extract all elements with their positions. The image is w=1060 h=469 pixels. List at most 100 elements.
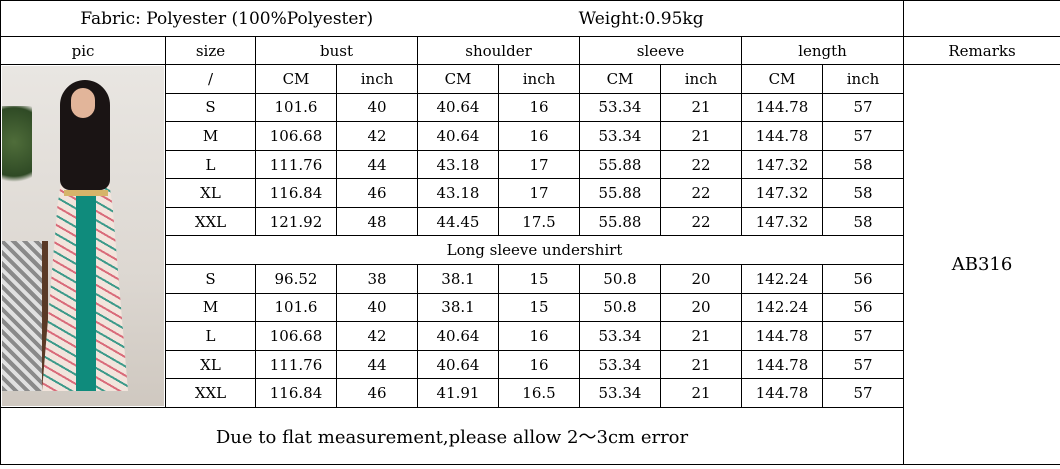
value-cell: 116.84 [255,378,337,408]
unit-cell: inch [660,64,742,94]
footer-row: Due to flat measurement,please allow 2～3… [0,407,1060,465]
value-cell: 21 [660,92,742,123]
value-cell: 40.64 [417,321,499,351]
value-cell: 46 [336,378,418,408]
value-cell: 111.76 [255,349,337,380]
size-cell: XL [165,349,256,380]
value-cell: 57 [821,349,905,380]
table-row: L 106.68 42 40.64 16 53.34 21 144.78 57 [1,321,1060,351]
value-cell: 55.88 [579,178,661,208]
col-bust: bust [255,36,418,65]
value-cell: 144.78 [741,321,823,351]
value-cell: 17 [498,149,580,180]
value-cell: 53.34 [579,121,661,151]
value-cell: 53.34 [579,321,661,351]
column-header-row: pic size bust shoulder sleeve length Rem… [0,36,1060,65]
value-cell: 106.68 [255,321,337,351]
value-cell: 55.88 [579,149,661,180]
value-cell: 96.52 [255,264,337,294]
value-cell: 50.8 [579,292,661,323]
value-cell: 55.88 [579,206,661,237]
value-cell: 41.91 [417,378,499,408]
value-cell: 17 [498,178,580,208]
section-label: Long sleeve undershirt [164,235,905,266]
value-cell: 38.1 [417,264,499,294]
value-cell: 44 [336,149,418,180]
value-cell: 53.34 [579,349,661,380]
table-row: S 96.52 38 38.1 15 50.8 20 142.24 56 [1,264,1060,294]
value-cell: 142.24 [741,292,823,323]
unit-cell: CM [579,64,661,94]
value-cell: 46 [336,178,418,208]
value-cell: 48 [336,206,418,237]
value-cell: 38 [336,264,418,294]
col-pic: pic [0,36,166,65]
value-cell: 21 [660,349,742,380]
fabric-label: Fabric: Polyester (100%Polyester) [80,8,374,29]
value-cell: 40 [336,292,418,323]
table-row: S 101.6 40 40.64 16 53.34 21 144.78 57 [1,92,1060,123]
value-cell: 40.64 [417,121,499,151]
table-row: XL 111.76 44 40.64 16 53.34 21 144.78 57 [1,349,1060,380]
unit-cell: inch [821,64,905,94]
value-cell: 16 [498,92,580,123]
value-cell: 53.34 [579,92,661,123]
col-sleeve: sleeve [579,36,742,65]
value-cell: 58 [821,178,905,208]
value-cell: 57 [821,378,905,408]
size-cell: M [165,292,256,323]
value-cell: 116.84 [255,178,337,208]
value-cell: 44.45 [417,206,499,237]
value-cell: 22 [660,149,742,180]
value-cell: 40.64 [417,92,499,123]
value-cell: 22 [660,178,742,208]
value-cell: 147.32 [741,178,823,208]
product-photo [0,64,166,408]
fabric-info: Fabric: Polyester (100%Polyester) Weight… [0,0,905,37]
value-cell: 15 [498,264,580,294]
value-cell: 144.78 [741,92,823,123]
value-cell: 16 [498,349,580,380]
value-cell: 15 [498,292,580,323]
size-cell: XXL [165,378,256,408]
unit-cell: inch [498,64,580,94]
value-cell: 144.78 [741,378,823,408]
remarks-value: AB316 [903,64,1060,465]
unit-row: / CM inch CM inch CM inch CM inch AB316 [0,64,1060,465]
table-row: XXL 116.84 46 41.91 16.5 53.34 21 144.78 57 [1,378,1060,408]
unit-cell: / [165,64,256,94]
value-cell: 16 [498,121,580,151]
unit-cell: CM [417,64,499,94]
value-cell: 111.76 [255,149,337,180]
value-cell: 101.6 [255,92,337,123]
col-shoulder: shoulder [417,36,580,65]
value-cell: 38.1 [417,292,499,323]
value-cell: 21 [660,121,742,151]
col-size: size [165,36,256,65]
value-cell: 21 [660,378,742,408]
table-row: L 111.76 44 43.18 17 55.88 22 147.32 58 [1,149,1060,180]
unit-cell: inch [336,64,418,94]
size-cell: L [165,149,256,180]
fabric-row: Fabric: Polyester (100%Polyester) Weight… [0,0,1060,37]
footer-note: Due to flat measurement,please allow 2～3… [0,407,905,465]
value-cell: 58 [821,149,905,180]
value-cell: 44 [336,349,418,380]
value-cell: 22 [660,206,742,237]
empty-cell [903,0,1060,37]
model-image [2,66,164,406]
value-cell: 57 [821,92,905,123]
col-remarks: Remarks [903,36,1060,65]
value-cell: 42 [336,321,418,351]
value-cell: 106.68 [255,121,337,151]
value-cell: 58 [821,206,905,237]
section-row: Long sleeve undershirt [1,235,1060,266]
value-cell: 20 [660,264,742,294]
weight-label: Weight:0.95kg [578,8,704,29]
table-row: M 101.6 40 38.1 15 50.8 20 142.24 56 [1,292,1060,323]
value-cell: 101.6 [255,292,337,323]
unit-cell: CM [741,64,823,94]
value-cell: 121.92 [255,206,337,237]
value-cell: 147.32 [741,206,823,237]
